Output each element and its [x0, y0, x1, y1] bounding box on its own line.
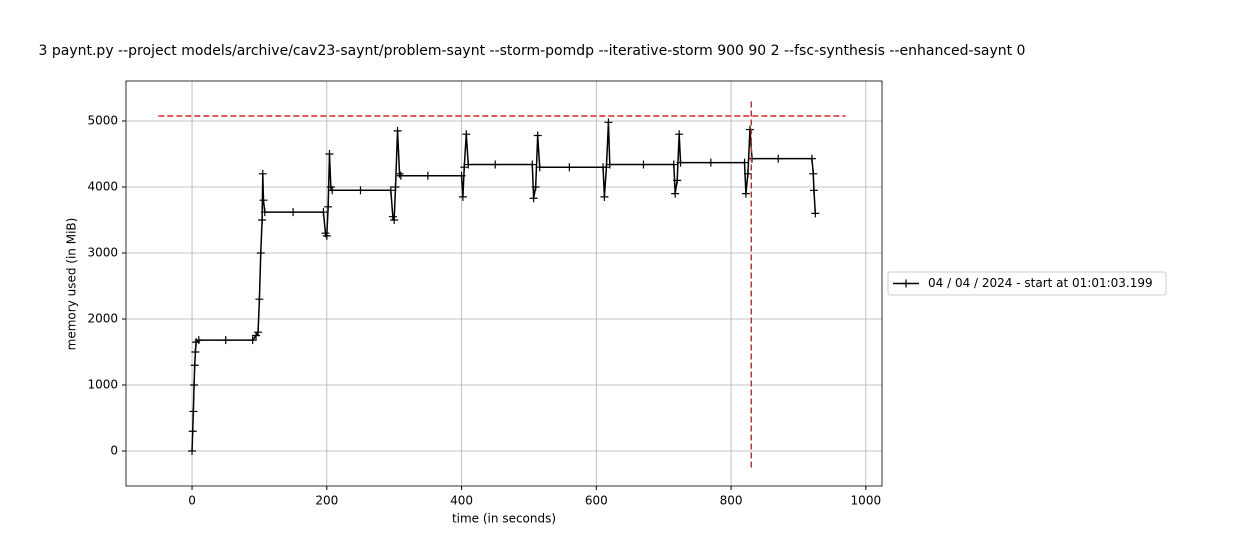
marker: [391, 183, 400, 192]
marker: [326, 183, 335, 192]
marker: [289, 208, 298, 217]
marker: [807, 154, 816, 163]
marker: [258, 216, 267, 225]
marker: [396, 171, 405, 180]
legend-label: 04 / 04 / 2024 - start at 01:01:03.199: [928, 276, 1153, 290]
x-tick-label: 800: [720, 494, 743, 508]
marker: [393, 126, 402, 135]
marker: [600, 192, 609, 201]
x-tick-label: 200: [315, 494, 338, 508]
marker: [605, 160, 614, 169]
x-tick-label: 0: [188, 494, 196, 508]
marker: [458, 192, 467, 201]
marker: [319, 208, 328, 217]
marker: [221, 336, 230, 345]
marker: [395, 169, 404, 178]
marker: [325, 150, 334, 158]
x-tick-label: 400: [450, 494, 473, 508]
marker: [252, 331, 261, 340]
marker: [189, 407, 198, 416]
marker: [188, 447, 197, 456]
marker: [457, 171, 466, 180]
marker: [188, 427, 197, 436]
legend-box: [887, 271, 1167, 296]
marker: [462, 130, 471, 139]
marker: [491, 160, 500, 169]
marker: [322, 231, 331, 240]
legend-marker: [902, 279, 910, 288]
marker: [675, 130, 684, 139]
marker: [676, 158, 685, 167]
marker: [194, 336, 203, 345]
marker: [255, 295, 264, 304]
marker: [669, 160, 678, 169]
marker: [254, 328, 263, 337]
marker: [356, 186, 365, 195]
marker: [324, 202, 333, 211]
plot-frame: [125, 80, 883, 487]
y-tick-label: 4000: [87, 180, 118, 194]
marker: [423, 171, 432, 180]
marker: [706, 158, 715, 167]
marker: [390, 216, 399, 225]
marker: [190, 361, 199, 370]
x-tick-label: 1000: [851, 494, 882, 508]
marker: [745, 125, 754, 134]
marker: [774, 154, 783, 163]
marker: [529, 194, 538, 203]
marker: [741, 189, 750, 198]
marker: [811, 209, 820, 218]
marker: [809, 169, 818, 178]
chart-title: 3 paynt.py --project models/archive/cav2…: [39, 43, 1026, 59]
marker: [460, 163, 469, 172]
marker: [386, 186, 395, 195]
marker: [248, 336, 257, 345]
marker: [259, 196, 268, 205]
marker: [328, 186, 337, 195]
y-tick-label: 1000: [87, 378, 118, 392]
y-tick-label: 3000: [87, 246, 118, 260]
x-tick-label: 600: [585, 494, 608, 508]
x-axis-label: time (in seconds): [452, 512, 556, 526]
marker: [258, 169, 267, 178]
marker: [191, 348, 200, 357]
marker: [533, 131, 542, 140]
y-axis-label: memory used (in MiB): [65, 218, 79, 351]
marker: [565, 163, 574, 172]
marker: [639, 160, 648, 169]
marker: [671, 189, 680, 198]
y-tick-label: 0: [110, 444, 118, 458]
marker: [740, 158, 749, 167]
marker: [531, 183, 540, 192]
y-tick-label: 5000: [87, 113, 118, 127]
marker: [256, 249, 265, 258]
marker: [673, 176, 682, 185]
y-tick-label: 2000: [87, 312, 118, 326]
marker: [260, 208, 269, 217]
marker: [809, 186, 818, 195]
marker: [464, 160, 473, 169]
marker: [388, 212, 397, 221]
marker: [190, 381, 199, 390]
marker: [604, 118, 613, 127]
marker: [528, 160, 537, 169]
marker: [535, 163, 544, 172]
